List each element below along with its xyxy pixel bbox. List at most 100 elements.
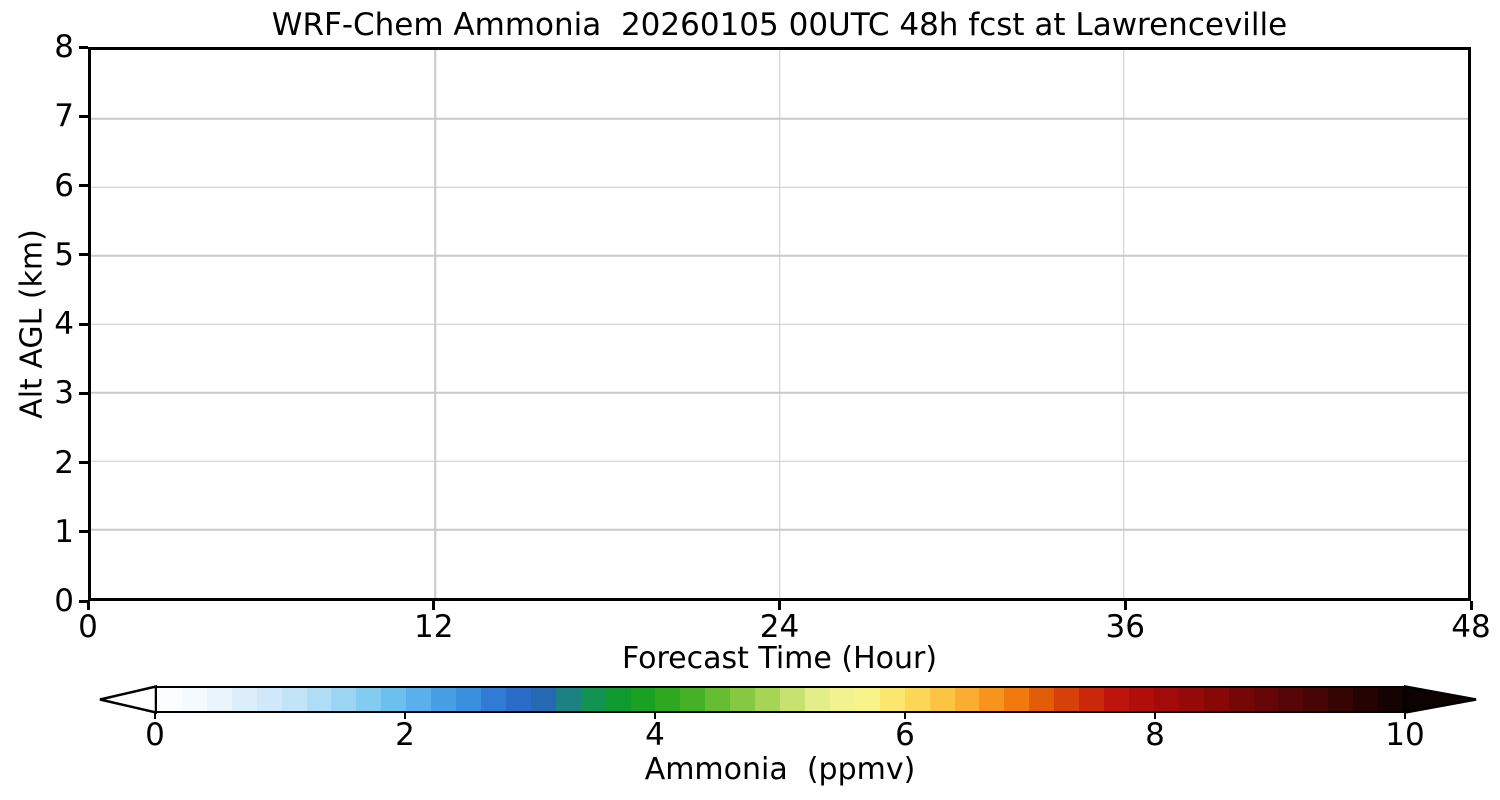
x-tick-label: 36 <box>1105 609 1145 645</box>
colorbar-tick-label: 8 <box>1145 717 1165 753</box>
colorbar-segment <box>306 688 332 711</box>
colorbar-segment <box>1328 688 1354 711</box>
colorbar-segment <box>505 688 531 711</box>
colorbar-segment <box>1104 688 1129 711</box>
colorbar-segment <box>1128 688 1154 711</box>
colorbar-tick-mark <box>1154 713 1156 719</box>
colorbar-tick-mark <box>904 713 906 719</box>
x-tick-label: 12 <box>414 609 454 645</box>
colorbar-segment <box>406 688 432 711</box>
colorbar-segment <box>580 688 606 711</box>
colorbar-segment <box>904 688 930 711</box>
colorbar-segment <box>1079 688 1105 711</box>
colorbar-tick-label: 2 <box>395 717 415 753</box>
colorbar-segment <box>829 688 855 711</box>
colorbar-segment <box>206 688 232 711</box>
chart-title: WRF-Chem Ammonia 20260105 00UTC 48h fcst… <box>271 7 1288 43</box>
y-tick-label: 2 <box>54 444 74 481</box>
colorbar-segment <box>1054 688 1080 711</box>
gridline-vertical <box>1123 50 1125 598</box>
y-tick-label: 3 <box>54 375 74 412</box>
y-tick-label: 1 <box>54 513 74 550</box>
colorbar-tick-label: 6 <box>895 717 915 753</box>
colorbar-over-arrow-shape <box>1404 685 1477 714</box>
colorbar-tick-label: 10 <box>1385 717 1425 753</box>
colorbar-segment <box>1353 688 1379 711</box>
y-tick-mark <box>79 461 88 464</box>
colorbar-segment <box>1278 688 1304 711</box>
colorbar-segment <box>381 688 407 711</box>
y-tick-label: 8 <box>54 29 74 65</box>
colorbar-segment <box>1228 688 1254 711</box>
colorbar-segment <box>1153 688 1179 711</box>
colorbar-segment <box>1178 688 1204 711</box>
gridline-vertical <box>778 50 781 598</box>
x-tick-label: 48 <box>1451 609 1491 645</box>
colorbar-segment <box>929 688 955 711</box>
x-tick-mark <box>86 601 90 610</box>
colorbar-segment <box>954 688 980 711</box>
plot-area <box>88 47 1471 601</box>
y-tick-mark <box>79 114 88 118</box>
colorbar-segment <box>431 688 457 711</box>
colorbar-segment <box>755 688 781 711</box>
colorbar-under-arrow <box>99 685 157 714</box>
colorbar-segment <box>979 688 1005 711</box>
colorbar-tick-mark <box>154 713 156 719</box>
y-tick-label: 0 <box>54 583 74 619</box>
y-tick-label: 6 <box>54 167 74 204</box>
colorbar-segment <box>605 688 631 711</box>
colorbar-tick-mark <box>1404 713 1406 719</box>
x-tick-label: 0 <box>78 609 98 645</box>
y-tick-mark <box>79 184 88 187</box>
colorbar-segment <box>1029 688 1055 711</box>
colorbar-label: Ammonia (ppmv) <box>644 752 916 787</box>
colorbar-segment <box>1378 688 1404 711</box>
colorbar-segment <box>780 688 805 711</box>
colorbar-segment <box>256 688 282 711</box>
colorbar-segment <box>331 688 357 711</box>
y-tick-mark <box>79 530 88 534</box>
x-axis-label: Forecast Time (Hour) <box>621 641 938 676</box>
colorbar-tick-label: 0 <box>145 717 165 753</box>
colorbar-segment <box>1303 688 1329 711</box>
colorbar-gradient <box>155 686 1405 713</box>
colorbar-segment <box>804 688 830 711</box>
x-tick-label: 24 <box>759 609 800 645</box>
colorbar-segment <box>456 688 481 711</box>
x-tick-mark <box>432 601 436 610</box>
colorbar-segment <box>705 688 731 711</box>
y-tick-label: 7 <box>54 98 74 135</box>
y-tick-mark <box>79 45 88 49</box>
colorbar-over-arrow <box>1404 685 1477 714</box>
y-tick-mark <box>79 391 88 395</box>
colorbar-segment <box>157 688 182 711</box>
y-tick-mark <box>79 599 88 603</box>
colorbar-under-arrow-shape <box>99 685 157 714</box>
x-tick-mark <box>1469 601 1473 610</box>
y-tick-mark <box>79 322 88 326</box>
colorbar-segment <box>480 688 506 711</box>
colorbar-segment <box>181 688 207 711</box>
colorbar-segment <box>281 688 307 711</box>
colorbar-segment <box>555 688 581 711</box>
y-tick-label: 5 <box>54 236 74 273</box>
colorbar-tick-label: 4 <box>645 717 665 753</box>
colorbar-segment <box>630 688 656 711</box>
colorbar-segment <box>655 688 681 711</box>
gridline-vertical <box>434 50 436 598</box>
colorbar-segment <box>879 688 905 711</box>
colorbar-segment <box>1203 688 1229 711</box>
y-tick-mark <box>79 253 88 257</box>
colorbar-segment <box>1253 688 1279 711</box>
y-tick-label: 4 <box>54 306 74 342</box>
colorbar-segment <box>854 688 880 711</box>
x-tick-mark <box>1123 601 1127 610</box>
x-tick-mark <box>778 601 781 610</box>
colorbar-segment <box>730 688 756 711</box>
colorbar-segment <box>680 688 706 711</box>
colorbar-segment <box>356 688 382 711</box>
colorbar-segment <box>1004 688 1030 711</box>
colorbar-tick-mark <box>404 713 406 719</box>
